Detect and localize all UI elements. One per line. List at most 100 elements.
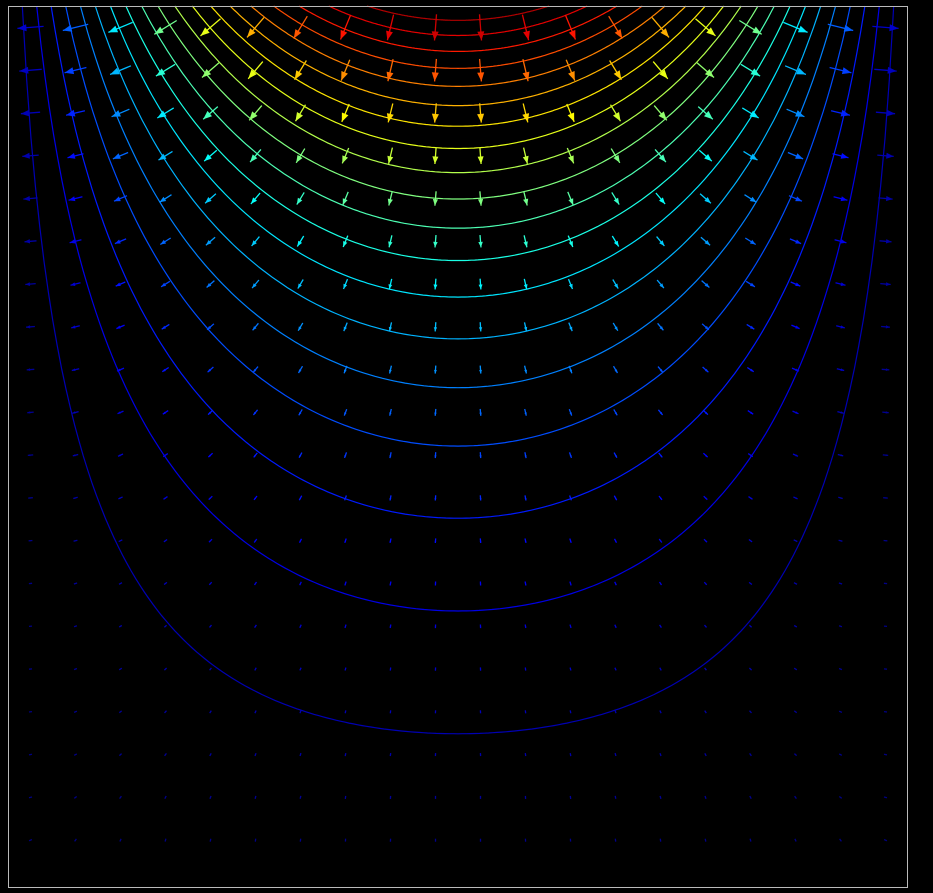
vector-arrow-head [704, 411, 708, 415]
vector-arrow-head [660, 840, 662, 842]
vector-arrow-head [159, 196, 167, 203]
vector-arrow-head [569, 497, 572, 501]
vector-arrow-head [705, 840, 707, 842]
vector-arrow-head [20, 109, 30, 117]
vector-arrow-head [74, 668, 76, 670]
vector-arrow-head [615, 797, 617, 799]
vector-arrow-head [341, 112, 349, 122]
vector-arrow-head [840, 583, 843, 585]
contour-line [109, 5, 807, 298]
vector-arrow-head [479, 540, 482, 543]
contour-line [174, 5, 742, 174]
vector-arrow-head [568, 29, 576, 40]
vector-arrow-head [477, 156, 484, 164]
vector-arrow-head [431, 31, 439, 41]
vector-arrow-head [795, 196, 802, 202]
vector-arrow-head [343, 283, 348, 289]
vector-arrow-head [29, 625, 31, 627]
vector-arrow-head [162, 368, 166, 372]
vector-arrow-head [386, 71, 394, 82]
vector-arrow-head [750, 840, 752, 842]
vector-arrow-head [840, 282, 846, 286]
vector-arrow-head [704, 240, 711, 246]
vector-arrow-head [613, 197, 620, 205]
vector-arrow-head [209, 840, 211, 842]
vector-arrow-head [204, 154, 212, 162]
vector-arrow-head [29, 668, 31, 670]
vector-arrow-head [344, 412, 347, 416]
vector-arrow-head [386, 30, 393, 41]
vector-arrow-head [299, 583, 301, 586]
vector-arrow-head [477, 31, 485, 41]
vector-arrow-head [795, 110, 805, 117]
vector-arrow-head [750, 797, 752, 799]
contour-line [366, 5, 550, 21]
vector-arrow-head [389, 412, 392, 416]
vector-arrow-head [162, 411, 166, 415]
vector-arrow-head [613, 240, 619, 247]
contour-line [65, 5, 851, 447]
vector-arrow-head [795, 625, 797, 627]
vector-arrow-head [161, 282, 167, 287]
vector-arrow-head [795, 368, 799, 372]
plot-border [8, 6, 908, 888]
vector-arrow-head [568, 241, 573, 247]
vector-arrow-head [251, 240, 257, 246]
vector-arrow-head [74, 797, 76, 799]
vector-arrow-head [659, 411, 663, 415]
vector-arrow-head [480, 797, 481, 799]
vector-arrow-head [885, 239, 892, 244]
vector-arrow-head [250, 154, 258, 163]
vector-arrow-head [840, 153, 849, 159]
vector-arrow-head [660, 797, 662, 799]
vector-arrow-head [524, 583, 527, 586]
vector-arrow-head [840, 325, 845, 329]
vector-arrow-head [524, 498, 527, 501]
vector-arrow-head [252, 326, 257, 331]
vector-arrow-head [568, 198, 574, 206]
vector-arrow-head [885, 325, 890, 329]
vector-arrow-head [108, 25, 119, 33]
vector-arrow-head [74, 754, 76, 756]
vector-arrow-head [74, 711, 76, 713]
vector-arrow-head [433, 327, 438, 332]
vector-arrow-head [390, 840, 391, 842]
vector-arrow-head [840, 454, 844, 457]
vector-arrow-head [388, 326, 392, 332]
vector-arrow-head [209, 754, 211, 756]
vector-arrow-head [524, 540, 527, 543]
vector-arrow-head [119, 583, 121, 585]
vector-arrow-head [524, 326, 528, 332]
vector-arrow-head [705, 626, 707, 628]
vector-arrow-head [164, 840, 166, 842]
vector-arrow-head [750, 325, 755, 330]
vector-arrow-head [386, 113, 394, 123]
vector-arrow-head [614, 540, 617, 543]
vector-arrow-head [840, 497, 843, 499]
vector-arrow-head [885, 711, 887, 713]
vector-arrow-head [570, 669, 572, 671]
vector-arrow-head [157, 110, 167, 118]
vector-arrow-head [479, 583, 482, 586]
vector-arrow-head [885, 411, 889, 414]
vector-arrow-head [522, 155, 529, 164]
contour-line [191, 5, 725, 150]
vector-arrow-head [705, 454, 708, 458]
vector-arrow-head [749, 282, 755, 287]
vector-arrow-head [659, 326, 664, 331]
vector-arrow-head [253, 369, 257, 373]
vector-arrow-head [388, 241, 393, 248]
vector-arrow-head [25, 282, 31, 286]
vector-arrow-head [568, 283, 573, 289]
vector-arrow-head [523, 284, 528, 290]
vector-arrow-head [254, 497, 257, 500]
vector-arrow-head [840, 668, 842, 670]
vector-arrow-head [749, 153, 758, 161]
vector-arrow-head [434, 412, 437, 416]
contour-line [36, 5, 880, 612]
vector-arrow-head [203, 110, 212, 120]
vector-arrow-head [660, 668, 662, 671]
vector-arrow-head [704, 283, 710, 288]
vector-arrow-head [160, 239, 167, 245]
vector-arrow-head [254, 540, 256, 543]
